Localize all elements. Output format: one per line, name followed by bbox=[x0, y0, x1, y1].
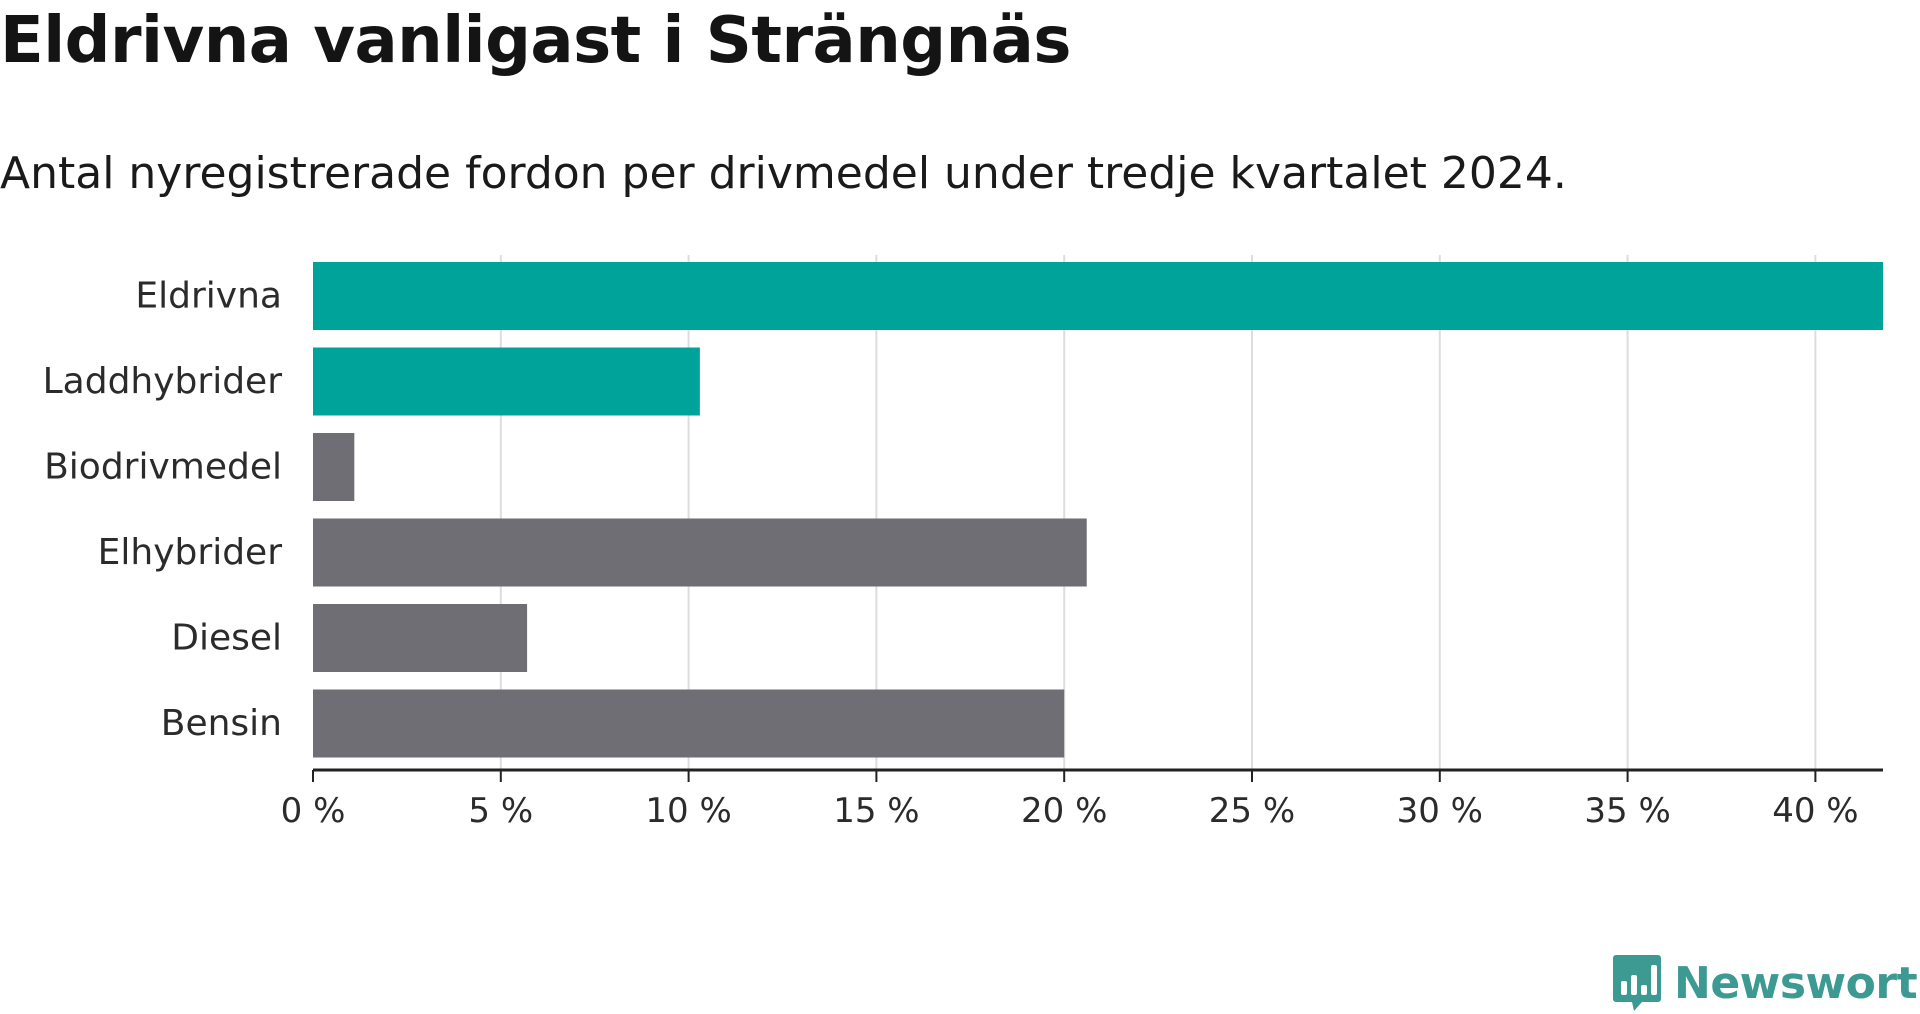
x-axis: 0 % 5 % 10 % 15 % 20 % 25 % 30 % 35 % 40 % bbox=[281, 768, 1883, 831]
x-tick-label: 5 % bbox=[468, 791, 533, 831]
bar-elhybrider bbox=[313, 518, 1087, 587]
brand-name: Newsworthy bbox=[1674, 957, 1920, 1009]
x-tick-label: 10 % bbox=[645, 791, 731, 831]
newsworthy-logo[interactable]: Newsworthy bbox=[1612, 952, 1920, 1014]
bar-diesel bbox=[313, 604, 528, 672]
category-label: Elhybrider bbox=[98, 532, 283, 573]
bar-biodrivmedel bbox=[313, 433, 355, 501]
category-label: Laddhybrider bbox=[43, 361, 283, 402]
bar-laddhybrider bbox=[313, 347, 700, 416]
category-label: Biodrivmedel bbox=[44, 447, 282, 488]
x-tick-label: 0 % bbox=[281, 791, 346, 831]
category-label: Eldrivna bbox=[135, 276, 282, 317]
chart-title: Eldrivna vanligast i Strängnäs bbox=[0, 4, 1071, 78]
bar-bensin bbox=[313, 689, 1065, 758]
x-tick-label: 15 % bbox=[833, 791, 919, 831]
x-tick-label: 35 % bbox=[1584, 791, 1670, 831]
bar-chart-speech-bubble-icon bbox=[1613, 955, 1661, 1011]
x-tick-label: 40 % bbox=[1772, 791, 1858, 831]
x-tick-label: 20 % bbox=[1021, 791, 1107, 831]
grid-lines bbox=[499, 255, 1817, 770]
category-labels: Eldrivna Laddhybrider Biodrivmedel Elhybrid… bbox=[43, 276, 283, 745]
bar-eldrivna bbox=[313, 262, 1883, 330]
chart-subtitle: Antal nyregistrerade fordon per drivmede… bbox=[0, 148, 1567, 199]
category-label: Diesel bbox=[171, 618, 282, 659]
bars bbox=[313, 262, 1883, 758]
x-tick-label: 25 % bbox=[1209, 791, 1295, 831]
x-tick-label: 30 % bbox=[1397, 791, 1483, 831]
category-label: Bensin bbox=[161, 703, 282, 744]
